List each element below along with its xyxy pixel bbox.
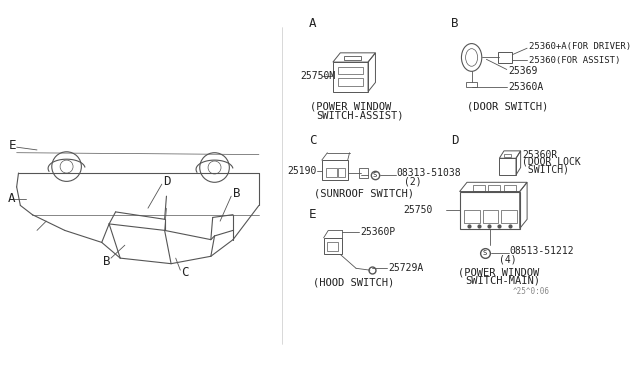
Text: 08513-51212: 08513-51212 <box>509 246 574 256</box>
Text: 08313-51038: 08313-51038 <box>397 168 461 178</box>
Text: (DOOR SWITCH): (DOOR SWITCH) <box>467 102 548 112</box>
Text: ^25^0:06: ^25^0:06 <box>513 287 550 296</box>
Text: B: B <box>233 187 241 200</box>
Bar <box>344 55 361 60</box>
Text: A: A <box>8 192 15 205</box>
Text: 25360P: 25360P <box>361 227 396 237</box>
Bar <box>327 243 339 251</box>
Text: 25750M: 25750M <box>301 71 336 81</box>
Text: C: C <box>181 266 189 279</box>
Text: 25360R: 25360R <box>522 150 557 160</box>
Text: (4): (4) <box>499 254 517 264</box>
Text: (POWER WINDOW: (POWER WINDOW <box>458 267 539 277</box>
Text: S: S <box>483 250 486 256</box>
Bar <box>483 210 499 223</box>
Text: D: D <box>163 175 170 188</box>
Bar <box>504 154 511 157</box>
Text: (SUNROOF SWITCH): (SUNROOF SWITCH) <box>314 188 415 198</box>
Text: 25360+A(FOR DRIVER): 25360+A(FOR DRIVER) <box>529 42 631 51</box>
Bar <box>322 160 348 180</box>
Bar <box>337 167 345 177</box>
Bar <box>501 210 517 223</box>
Text: (HOOD SWITCH): (HOOD SWITCH) <box>312 277 394 287</box>
Text: 25729A: 25729A <box>388 263 424 273</box>
Text: A: A <box>309 17 316 30</box>
Text: B: B <box>451 17 459 30</box>
Bar <box>499 158 516 175</box>
Bar <box>337 67 364 74</box>
Text: (2): (2) <box>404 176 422 186</box>
Bar <box>324 238 342 254</box>
Text: 25360(FOR ASSIST): 25360(FOR ASSIST) <box>529 56 620 65</box>
Bar <box>326 167 337 177</box>
Text: (DOOR LOCK: (DOOR LOCK <box>522 157 581 167</box>
Text: 25360A: 25360A <box>509 82 544 92</box>
Bar <box>472 185 484 190</box>
Bar <box>499 52 512 63</box>
Text: (POWER WINDOW: (POWER WINDOW <box>310 102 391 112</box>
Text: SWITCH-MAIN): SWITCH-MAIN) <box>465 275 540 285</box>
Text: SWITCH-ASSIST): SWITCH-ASSIST) <box>316 111 404 121</box>
Bar <box>464 210 480 223</box>
Text: SWITCH): SWITCH) <box>522 164 570 174</box>
Bar <box>488 185 500 190</box>
Bar <box>504 185 516 190</box>
Text: 25190: 25190 <box>287 166 316 176</box>
Text: B: B <box>102 255 110 268</box>
Bar <box>333 62 368 92</box>
Text: E: E <box>309 208 316 221</box>
Text: 25750: 25750 <box>403 205 433 215</box>
Bar <box>337 78 364 86</box>
Text: E: E <box>9 139 17 152</box>
Text: C: C <box>309 134 316 147</box>
Text: 25369: 25369 <box>509 66 538 76</box>
Bar <box>359 169 368 178</box>
Bar <box>466 81 477 87</box>
Bar <box>460 192 520 228</box>
Text: S: S <box>372 172 377 178</box>
Text: D: D <box>451 134 459 147</box>
